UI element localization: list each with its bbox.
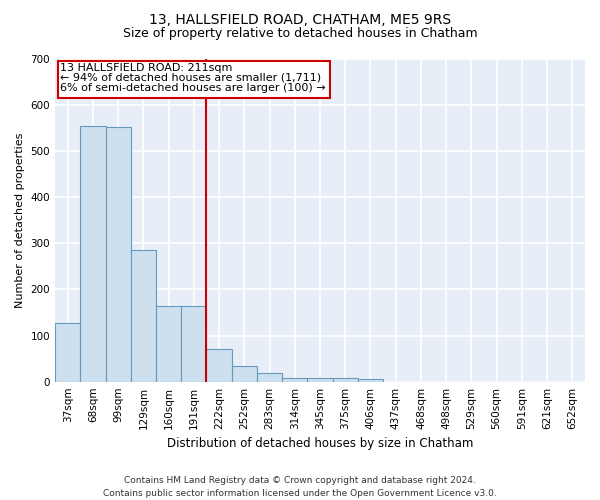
Text: ← 94% of detached houses are smaller (1,711): ← 94% of detached houses are smaller (1,… xyxy=(60,73,321,83)
Bar xyxy=(232,366,257,382)
Bar xyxy=(156,306,181,382)
X-axis label: Distribution of detached houses by size in Chatham: Distribution of detached houses by size … xyxy=(167,437,473,450)
Bar xyxy=(181,306,206,382)
Bar xyxy=(55,322,80,382)
Y-axis label: Number of detached properties: Number of detached properties xyxy=(15,132,25,308)
Bar xyxy=(206,350,232,382)
FancyBboxPatch shape xyxy=(58,62,330,98)
Bar xyxy=(307,378,332,382)
Text: 13, HALLSFIELD ROAD, CHATHAM, ME5 9RS: 13, HALLSFIELD ROAD, CHATHAM, ME5 9RS xyxy=(149,12,451,26)
Text: 13 HALLSFIELD ROAD: 211sqm: 13 HALLSFIELD ROAD: 211sqm xyxy=(60,62,232,72)
Bar xyxy=(358,380,383,382)
Bar xyxy=(106,127,131,382)
Text: 6% of semi-detached houses are larger (100) →: 6% of semi-detached houses are larger (1… xyxy=(60,83,326,93)
Bar xyxy=(332,378,358,382)
Bar xyxy=(257,374,282,382)
Bar xyxy=(282,378,307,382)
Bar xyxy=(80,126,106,382)
Text: Contains HM Land Registry data © Crown copyright and database right 2024.
Contai: Contains HM Land Registry data © Crown c… xyxy=(103,476,497,498)
Bar xyxy=(131,250,156,382)
Text: Size of property relative to detached houses in Chatham: Size of property relative to detached ho… xyxy=(122,28,478,40)
